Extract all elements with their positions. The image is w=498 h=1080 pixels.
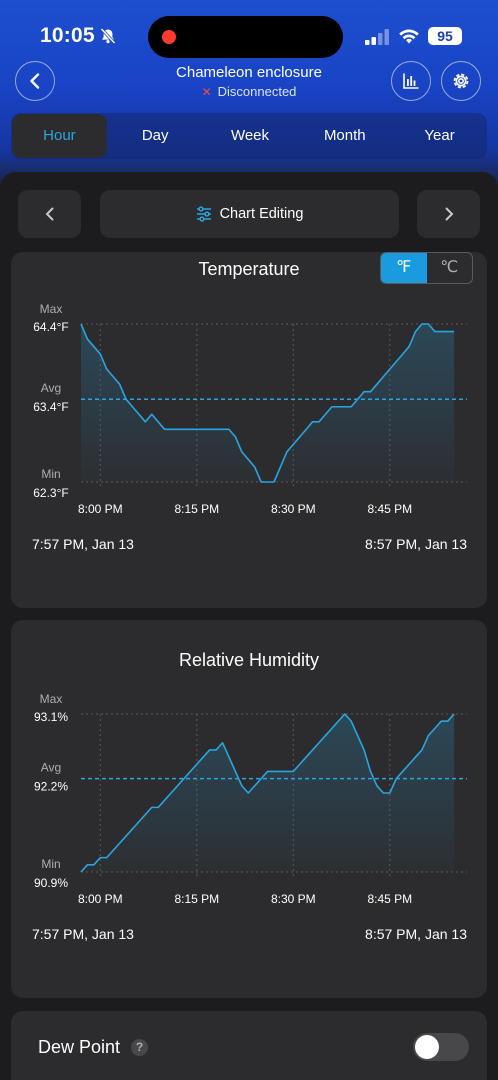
cellular-signal-icon bbox=[365, 29, 389, 45]
chart-editing-label: Chart Editing bbox=[219, 206, 304, 222]
x-tick-label: 8:15 PM bbox=[174, 502, 219, 516]
x-tick-label: 8:00 PM bbox=[78, 892, 123, 906]
chart-button[interactable] bbox=[391, 61, 431, 101]
data-line bbox=[80, 713, 455, 873]
status-bar: 10:05 95 bbox=[0, 0, 498, 60]
y-value-avg: 63.4°F bbox=[33, 400, 68, 414]
temperature-title: Temperature bbox=[198, 259, 300, 279]
tab-week[interactable]: Week bbox=[230, 127, 270, 144]
x-tick-label: 8:15 PM bbox=[174, 892, 219, 906]
humidity-card: Relative Humidity Max 93.1% Avg 92.2% Min 90.… bbox=[11, 620, 487, 998]
dew-point-card: Dew Point ? bbox=[11, 1011, 487, 1080]
dew-point-label: Dew Point bbox=[38, 1037, 121, 1057]
help-icon[interactable]: ? bbox=[131, 1039, 148, 1056]
x-tick-label: 8:00 PM bbox=[78, 502, 123, 516]
wifi-icon bbox=[399, 29, 419, 44]
chart-editing-button[interactable]: Chart Editing bbox=[100, 190, 399, 238]
next-period-button[interactable] bbox=[417, 190, 480, 238]
celsius-button[interactable]: ℃ bbox=[440, 259, 459, 276]
y-value-max: 93.1% bbox=[34, 710, 68, 724]
x-tick-label: 8:30 PM bbox=[271, 892, 316, 906]
temperature-end-time: 8:57 PM, Jan 13 bbox=[365, 536, 467, 552]
y-value-avg: 92.2% bbox=[34, 780, 68, 794]
tab-hour[interactable]: Hour bbox=[12, 114, 107, 158]
tab-month[interactable]: Month bbox=[323, 127, 366, 144]
sliders-icon bbox=[196, 206, 211, 222]
battery-icon: 95 bbox=[428, 27, 462, 45]
humidity-title: Relative Humidity bbox=[178, 650, 320, 670]
gear-icon bbox=[453, 73, 469, 89]
y-label-min: Min bbox=[41, 467, 60, 481]
device-title: Chameleon enclosure ✕ Disconnected bbox=[130, 64, 368, 99]
y-value-min: 62.3°F bbox=[33, 486, 68, 500]
tab-day[interactable]: Day bbox=[141, 127, 169, 144]
data-line bbox=[80, 323, 455, 483]
temperature-chart[interactable]: Max 64.4°F Avg 63.4°F Min 62.3°F 8:00 PM 8:15 P… bbox=[11, 302, 487, 572]
dew-point-toggle[interactable] bbox=[413, 1033, 469, 1061]
y-value-max: 64.4°F bbox=[33, 320, 68, 334]
humidity-chart[interactable]: Max 93.1% Avg 92.2% Min 90.9% 8:00 PM 8:15 PM 8:… bbox=[11, 692, 487, 972]
dynamic-island bbox=[148, 16, 343, 58]
y-label-max: Max bbox=[40, 692, 63, 706]
x-axis-clip bbox=[11, 888, 78, 910]
device-name: Chameleon enclosure bbox=[176, 64, 322, 81]
bar-chart-icon bbox=[403, 73, 419, 89]
x-tick-label: 8:45 PM bbox=[367, 892, 412, 906]
humidity-end-time: 8:57 PM, Jan 13 bbox=[365, 926, 467, 942]
back-button[interactable] bbox=[15, 61, 55, 101]
y-value-min: 90.9% bbox=[34, 876, 68, 890]
chevron-right-icon bbox=[445, 207, 453, 221]
status-time: 10:05 bbox=[40, 24, 95, 47]
tab-year[interactable]: Year bbox=[424, 127, 455, 144]
temperature-start-time: 7:57 PM, Jan 13 bbox=[32, 536, 134, 552]
time-range-tabs: Hour Day Week Month Year bbox=[11, 113, 487, 159]
unit-toggle: ℉ ℃ bbox=[380, 252, 473, 284]
temperature-card: Temperature ℉ ℃ Max 64.4°F Avg 63.4°F Min 62.… bbox=[11, 252, 487, 608]
bell-off-icon bbox=[100, 27, 116, 45]
previous-period-button[interactable] bbox=[18, 190, 81, 238]
toggle-knob bbox=[415, 1035, 439, 1059]
y-label-min: Min bbox=[41, 857, 60, 871]
x-tick-label: 8:45 PM bbox=[367, 502, 412, 516]
back-icon bbox=[30, 73, 40, 89]
fahrenheit-button[interactable]: ℉ bbox=[381, 253, 427, 283]
y-label-avg: Avg bbox=[41, 381, 61, 395]
humidity-start-time: 7:57 PM, Jan 13 bbox=[32, 926, 134, 942]
recording-indicator-icon bbox=[162, 30, 176, 44]
data-area bbox=[81, 714, 455, 872]
disconnected-icon: ✕ bbox=[201, 85, 212, 99]
chevron-left-icon bbox=[45, 207, 53, 221]
y-label-avg: Avg bbox=[41, 761, 61, 775]
y-label-max: Max bbox=[40, 302, 63, 316]
x-axis-clip bbox=[11, 498, 78, 520]
settings-button[interactable] bbox=[441, 61, 481, 101]
connection-status-text: Disconnected bbox=[217, 84, 297, 99]
connection-status: ✕ Disconnected bbox=[130, 84, 368, 99]
x-tick-label: 8:30 PM bbox=[271, 502, 316, 516]
data-area bbox=[81, 324, 455, 482]
